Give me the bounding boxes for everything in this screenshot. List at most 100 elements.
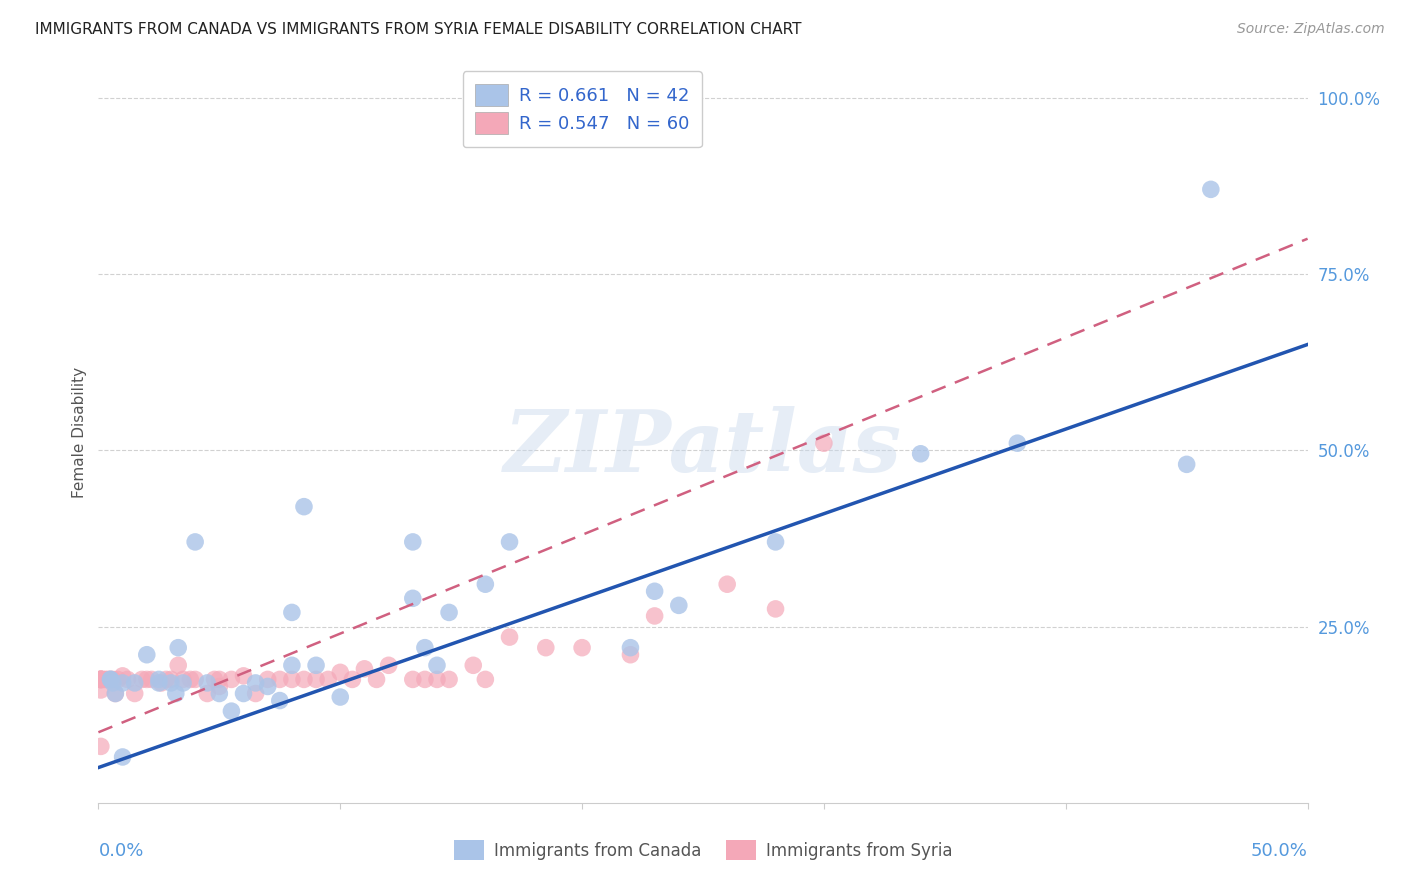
Point — [124, 686, 146, 700]
Point — [716, 577, 738, 591]
Point — [195, 686, 218, 700]
Point — [104, 686, 127, 700]
Point — [167, 640, 190, 655]
Point — [281, 673, 304, 687]
Point — [90, 673, 112, 687]
Point — [160, 673, 183, 687]
Point — [208, 686, 231, 700]
Point — [329, 665, 352, 680]
Point — [165, 686, 187, 700]
Point — [160, 676, 183, 690]
Point — [232, 669, 254, 683]
Point — [463, 658, 485, 673]
Point — [131, 673, 153, 687]
Point — [104, 686, 127, 700]
Point — [172, 676, 194, 690]
Point — [100, 673, 122, 687]
Point — [305, 673, 328, 687]
Point — [90, 673, 112, 687]
Point — [150, 676, 173, 690]
Point — [1175, 458, 1198, 472]
Point — [256, 673, 278, 687]
Point — [148, 673, 170, 687]
Point — [342, 673, 364, 687]
Text: ZIPatlas: ZIPatlas — [503, 406, 903, 489]
Point — [269, 673, 291, 687]
Point — [402, 673, 425, 687]
Point — [644, 584, 666, 599]
Point — [184, 535, 207, 549]
Point — [107, 673, 129, 687]
Point — [1199, 182, 1222, 196]
Point — [221, 673, 243, 687]
Point — [124, 676, 146, 690]
Point — [100, 673, 122, 687]
Text: Source: ZipAtlas.com: Source: ZipAtlas.com — [1237, 22, 1385, 37]
Point — [90, 739, 112, 754]
Point — [245, 686, 267, 700]
Point — [245, 676, 267, 690]
Point — [204, 673, 226, 687]
Text: 50.0%: 50.0% — [1251, 842, 1308, 860]
Point — [208, 673, 231, 687]
Point — [619, 640, 641, 655]
Point — [90, 673, 112, 687]
Point — [111, 676, 134, 690]
Point — [97, 673, 120, 687]
Point — [148, 676, 170, 690]
Point — [366, 673, 388, 687]
Point — [90, 673, 112, 687]
Point — [402, 535, 425, 549]
Point — [135, 648, 157, 662]
Point — [437, 673, 460, 687]
Point — [571, 640, 593, 655]
Point — [135, 673, 157, 687]
Point — [534, 640, 557, 655]
Legend: Immigrants from Canada, Immigrants from Syria: Immigrants from Canada, Immigrants from … — [446, 831, 960, 869]
Point — [111, 750, 134, 764]
Point — [292, 500, 315, 514]
Point — [413, 640, 436, 655]
Point — [474, 673, 496, 687]
Text: 0.0%: 0.0% — [98, 842, 143, 860]
Point — [221, 704, 243, 718]
Point — [111, 669, 134, 683]
Point — [269, 693, 291, 707]
Point — [172, 673, 194, 687]
Point — [155, 673, 177, 687]
Point — [256, 680, 278, 694]
Point — [305, 658, 328, 673]
Point — [437, 606, 460, 620]
Point — [281, 658, 304, 673]
Point — [765, 602, 787, 616]
Point — [101, 673, 124, 687]
Point — [117, 673, 139, 687]
Point — [94, 673, 117, 687]
Point — [1007, 436, 1029, 450]
Point — [195, 676, 218, 690]
Point — [402, 591, 425, 606]
Point — [184, 673, 207, 687]
Point — [281, 606, 304, 620]
Point — [644, 609, 666, 624]
Point — [179, 673, 201, 687]
Point — [426, 673, 449, 687]
Point — [101, 676, 124, 690]
Point — [619, 648, 641, 662]
Point — [90, 673, 112, 687]
Point — [668, 599, 690, 613]
Point — [141, 673, 163, 687]
Point — [100, 673, 122, 687]
Point — [329, 690, 352, 704]
Point — [765, 535, 787, 549]
Point — [91, 673, 114, 687]
Point — [377, 658, 399, 673]
Point — [498, 630, 520, 644]
Point — [910, 447, 932, 461]
Point — [90, 683, 112, 698]
Point — [498, 535, 520, 549]
Point — [232, 686, 254, 700]
Point — [292, 673, 315, 687]
Point — [813, 436, 835, 450]
Point — [413, 673, 436, 687]
